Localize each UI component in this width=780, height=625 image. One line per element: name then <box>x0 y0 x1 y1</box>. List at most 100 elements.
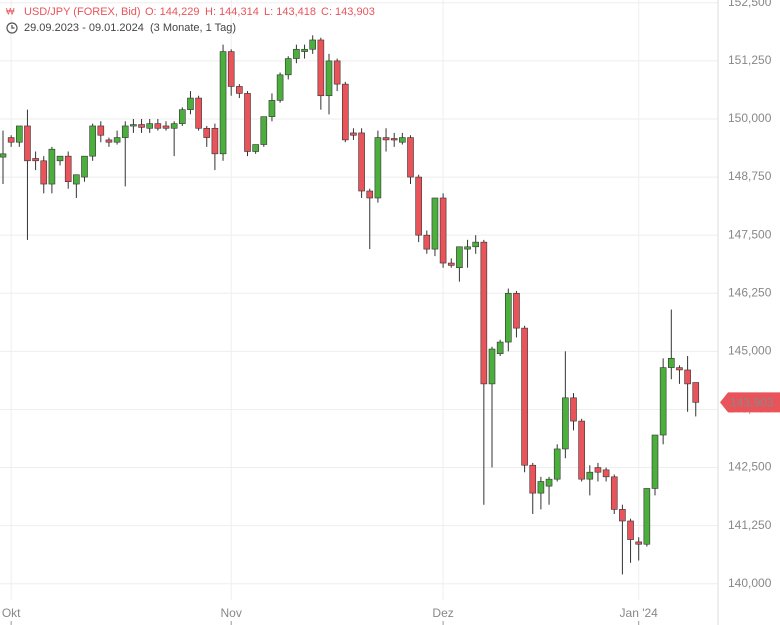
candle-body <box>553 448 561 480</box>
candle-body <box>667 358 675 368</box>
last-price: 143,903 <box>720 392 780 413</box>
clock-icon <box>6 22 18 34</box>
candle-body <box>350 132 357 136</box>
candle-body <box>121 125 129 138</box>
low-value: L: 143,418 <box>264 6 316 18</box>
candle-body <box>537 481 545 494</box>
clock-hand <box>11 25 15 29</box>
candle-body <box>211 127 219 155</box>
candle-body <box>504 292 512 343</box>
candle-body <box>187 97 194 110</box>
candle-body <box>480 241 488 385</box>
candle-body <box>56 155 64 162</box>
candle-body <box>260 116 268 145</box>
symbol: USD/JPY (FOREX, Bid) <box>24 6 141 18</box>
candle-body <box>236 86 243 94</box>
candle-body <box>407 137 414 178</box>
y-tick-label: 142,500 <box>728 460 772 474</box>
candle-body <box>488 348 496 385</box>
candle-body <box>0 153 7 158</box>
high-value: H: 144,314 <box>205 6 259 18</box>
candle-body <box>40 160 48 185</box>
candle-body <box>252 144 259 152</box>
candle-body <box>439 197 447 264</box>
price-tag <box>720 392 780 413</box>
y-tick-label: 147,500 <box>728 227 772 241</box>
candle-body <box>602 469 610 478</box>
candle-body <box>81 155 88 178</box>
candle-body <box>358 132 365 192</box>
y-tick-label: 151,250 <box>728 53 772 67</box>
candle-body <box>447 262 455 266</box>
candle-body <box>464 246 471 250</box>
x-tick-label: Dez <box>432 606 453 620</box>
candle-body <box>529 464 537 494</box>
candle-body <box>97 125 105 136</box>
candle-body <box>594 467 602 473</box>
candle-body <box>64 155 72 183</box>
candle-body <box>472 241 480 248</box>
candle-body <box>513 292 520 329</box>
candle-body <box>684 369 691 385</box>
y-tick-label: 145,000 <box>728 344 772 358</box>
candle-body <box>7 137 15 143</box>
candle-body <box>610 476 618 510</box>
candle-body <box>15 125 23 143</box>
candle-body <box>48 148 56 185</box>
candle-body <box>676 367 683 371</box>
candle-body <box>179 109 186 124</box>
candle-body <box>390 138 398 141</box>
y-tick-label: 140,000 <box>728 576 772 590</box>
candle-body <box>643 488 651 545</box>
candle-body <box>73 174 80 185</box>
y-tick-label: 152,500 <box>728 0 772 9</box>
candle-body <box>219 51 227 155</box>
candle-body <box>268 100 276 117</box>
candle-body <box>635 541 643 545</box>
candle-body <box>32 158 39 162</box>
candle-body <box>309 39 317 50</box>
candle-body <box>619 509 626 522</box>
candle-body <box>692 382 700 403</box>
candle-body <box>521 327 528 466</box>
y-tick-label: 150,000 <box>728 111 772 125</box>
candle-body <box>456 246 463 268</box>
candle-body <box>113 137 121 143</box>
x-tick-label: Okt <box>2 606 21 620</box>
candle-body <box>431 197 439 250</box>
candle-body <box>130 124 137 127</box>
icon: ₩ <box>6 6 15 16</box>
candle-body <box>570 397 577 422</box>
candle-body <box>423 234 431 250</box>
candle-body <box>105 139 113 143</box>
candle-body <box>341 83 349 141</box>
candle-body <box>627 520 634 540</box>
candle-body <box>586 471 594 480</box>
date-range: 29.09.2023 - 09.01.2024 <box>24 22 144 34</box>
candles <box>0 35 700 575</box>
candle-body <box>382 137 390 141</box>
candle-body <box>366 190 374 199</box>
candle-body <box>562 397 569 450</box>
y-tick-label: 146,250 <box>728 285 772 299</box>
candle-body <box>244 93 251 152</box>
candle-body <box>325 60 333 97</box>
candle-body <box>399 137 406 143</box>
candle-body <box>496 341 504 354</box>
candle-body <box>374 137 382 199</box>
candle-body <box>317 39 325 97</box>
candle-body <box>154 123 162 129</box>
candle-body <box>89 125 96 157</box>
candle-body <box>276 74 284 101</box>
candle-body <box>651 434 659 489</box>
candle-body <box>162 125 170 129</box>
period: (3 Monate, 1 Tag) <box>150 22 236 34</box>
x-tick-label: Nov <box>221 606 242 620</box>
open-value: O: 144,229 <box>145 6 199 18</box>
candle-body <box>24 125 31 162</box>
candle-body <box>146 123 153 129</box>
candle-body <box>203 127 211 138</box>
